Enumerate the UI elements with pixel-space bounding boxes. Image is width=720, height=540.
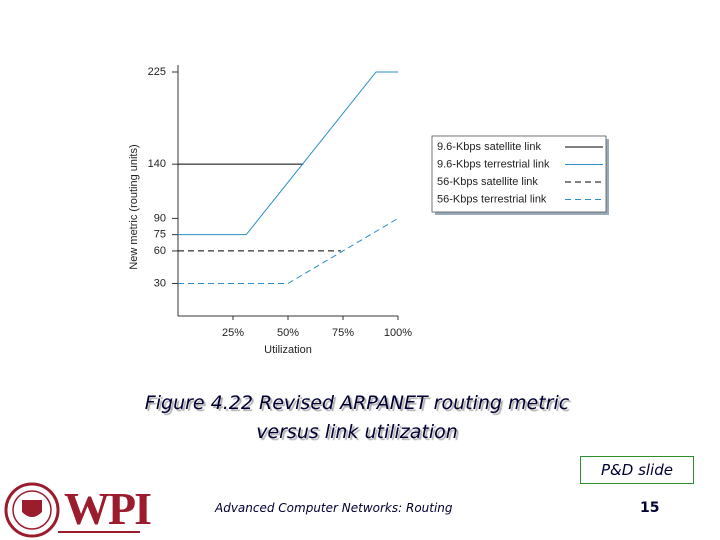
x-axis-label: Utilization: [264, 344, 312, 356]
legend-label: 56-Kbps terrestrial link: [437, 193, 547, 205]
legend-label: 56-Kbps satellite link: [437, 176, 538, 188]
seal: [4, 482, 60, 538]
y-tick-label: 60: [154, 245, 166, 257]
legend-label: 9.6-Kbps satellite link: [437, 141, 541, 153]
caption: Figure 4.22 Revised ARPANET routing metr…: [144, 392, 570, 414]
footer-title: Advanced Computer Networks: Routing: [215, 501, 453, 515]
legend-label: 9.6-Kbps terrestrial link: [437, 158, 550, 170]
y-tick-label: 90: [154, 212, 166, 224]
badge: P&D slide: [580, 456, 694, 484]
y-tick-label: 225: [148, 66, 166, 78]
x-tick-label: 50%: [277, 327, 299, 339]
x-tick-label: 75%: [332, 327, 354, 339]
series-line: [178, 217, 399, 284]
y-tick-label: 30: [154, 277, 166, 289]
y-tick-label: 75: [154, 229, 166, 241]
series-line: [178, 71, 398, 236]
caption: versus link utilization: [256, 421, 458, 443]
page-number: 15: [640, 500, 660, 516]
x-tick-label: 100%: [384, 327, 412, 339]
y-tick-label: 140: [148, 158, 166, 170]
y-axis-label: New metric (routing units): [128, 144, 140, 269]
logo: WPI: [64, 483, 152, 534]
x-tick-label: 25%: [222, 327, 244, 339]
